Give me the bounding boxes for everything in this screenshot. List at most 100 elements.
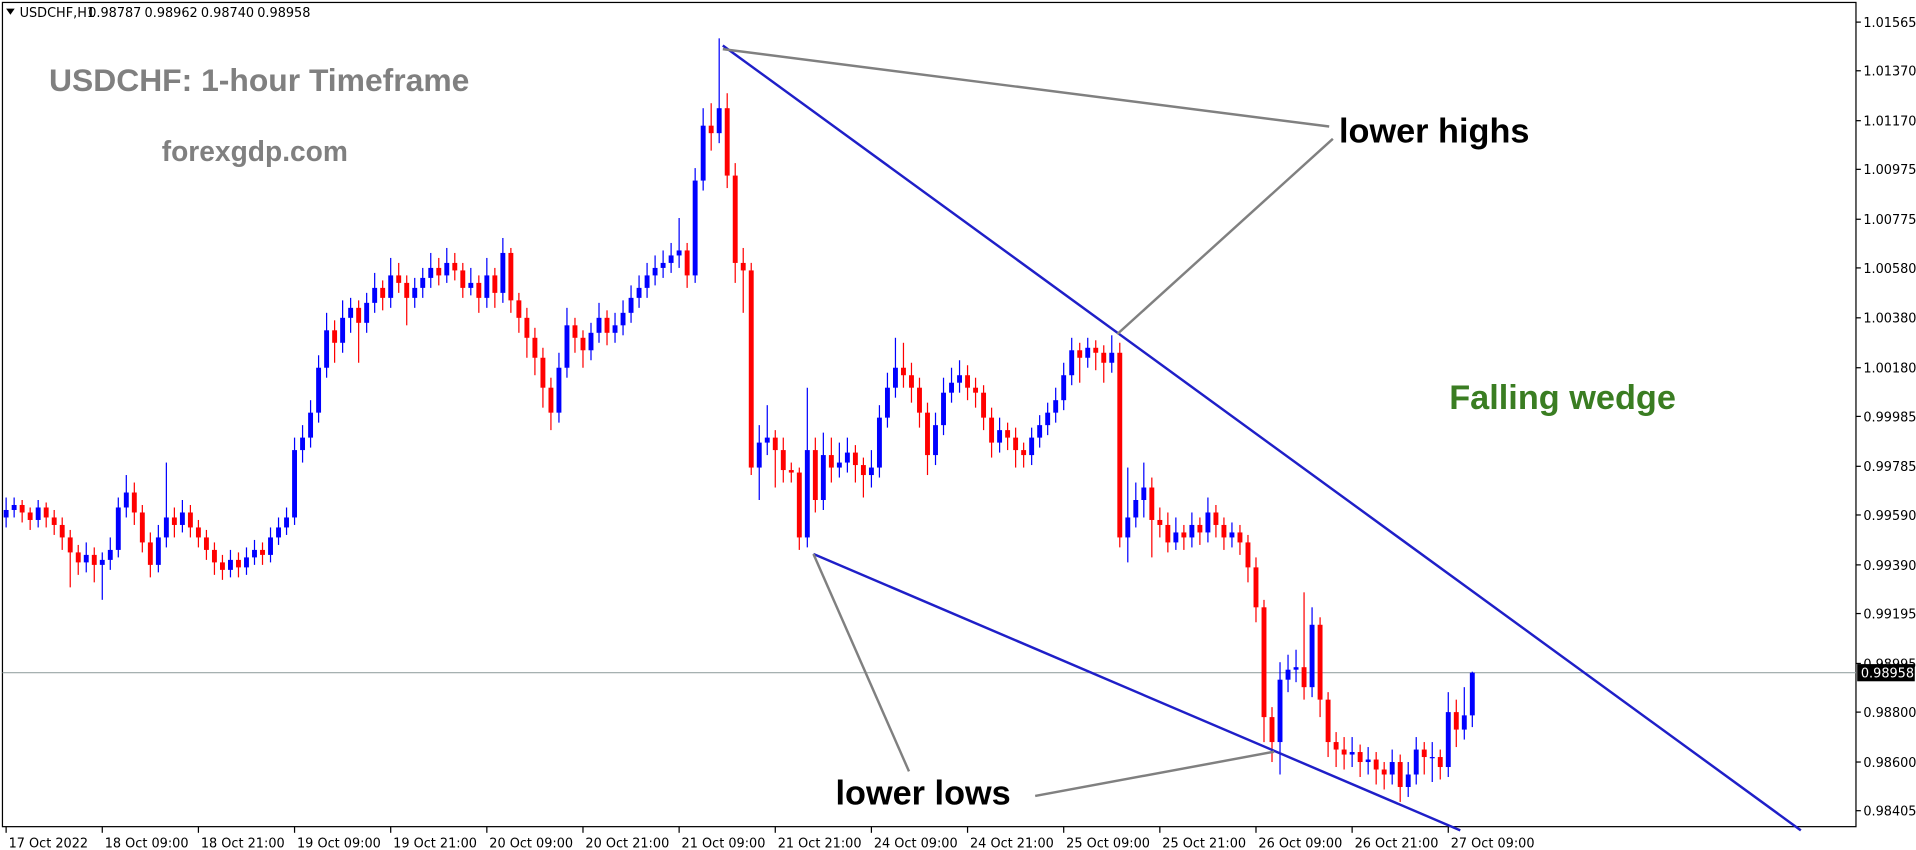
y-tick-label: 1.00180 [1863,362,1916,377]
x-tick-label: 24 Oct 21:00 [970,837,1054,850]
candle-body [868,467,874,476]
candle-body [917,387,922,413]
x-tick-label: 25 Oct 21:00 [1162,837,1246,850]
candle-body [508,252,514,301]
x-tick-label: 25 Oct 09:00 [1066,837,1150,850]
annotation: lower lows [835,775,1010,813]
candle-body [460,270,466,288]
x-tick-label: 17 Oct 2022 [9,837,89,850]
candle-body [252,549,257,558]
candle-body [195,527,201,538]
candle-body [756,442,762,468]
candle-body [1037,425,1043,438]
y-tick-label: 1.01370 [1863,65,1916,80]
candle-body [1269,717,1275,743]
y-tick-label: 0.99195 [1863,607,1916,622]
candle-body [740,262,746,271]
candle-body [1221,524,1227,538]
candle-body [804,450,810,538]
candle-body [91,554,97,565]
y-tick-label: 1.01565 [1863,16,1916,31]
candle-body [1061,375,1067,401]
y-tick-label: 0.98405 [1863,805,1916,820]
candle-body [1133,500,1139,518]
candle-body [75,552,81,563]
candle-body [892,367,898,388]
candle-body [812,450,818,501]
candle-body [852,452,858,466]
candle-body [1229,532,1235,538]
candle-body [941,392,946,426]
candle-body [973,387,979,393]
candle-body [268,537,273,555]
candle-body [540,357,546,388]
candle-body [236,559,241,568]
candle-body [316,367,322,413]
candle-body [107,549,113,560]
x-tick-label: 26 Oct 09:00 [1258,837,1342,850]
candle-body [1125,517,1131,538]
candle-body [1469,672,1475,716]
candle-body [244,557,249,568]
x-tick-label: 19 Oct 09:00 [297,837,381,850]
candle-body [596,317,602,333]
candle-body [836,462,842,468]
candle-body [1157,519,1163,525]
x-tick-label: 20 Oct 21:00 [585,837,669,850]
candle-body [1013,437,1019,451]
chart-title: USDCHF: 1-hour Timeframe [49,62,469,98]
x-tick-label: 18 Oct 09:00 [105,837,189,850]
candle-body [1341,749,1347,755]
candle-body [772,437,778,451]
trend-lines [722,44,1802,832]
candle-body [380,287,386,298]
y-tick-label: 0.99985 [1863,410,1916,425]
candle-body [1253,567,1259,608]
candle-body [564,325,570,368]
candle-body [1429,757,1435,759]
candle-body [1029,437,1035,456]
candle-body [468,282,474,288]
y-tick-label: 1.00380 [1863,312,1916,327]
candle-body [3,509,9,518]
x-tick-label: 18 Oct 21:00 [201,837,285,850]
candle-body [300,437,306,451]
candle-body [404,282,410,298]
candle-body [260,549,265,555]
candle-body [684,250,690,276]
candle-body [1109,352,1115,363]
candle-body [612,325,618,333]
candle-body [1365,759,1371,763]
y-tick-label: 0.99785 [1863,460,1916,475]
candle-body [1293,667,1299,670]
candle-body [604,317,610,333]
candle-body [628,297,634,313]
candle-body [588,332,594,351]
y-tick-label: 0.99390 [1863,559,1916,574]
candle-body [884,387,890,418]
y-tick-label: 0.99590 [1863,509,1916,524]
candle-body [652,267,658,276]
candle-body [1373,759,1379,770]
candle-body [1197,524,1203,533]
candle-body [500,252,506,293]
candle-body [171,517,177,525]
candle-body [11,504,17,510]
candle-body [1005,430,1011,438]
candle-body [1117,352,1123,538]
candle-body [452,262,458,271]
candle-body [1317,624,1323,700]
candle-body [732,175,738,263]
candle-body [1077,350,1083,358]
candle-body [876,417,882,468]
candle-body [925,412,930,456]
x-tick-label: 19 Oct 21:00 [393,837,477,850]
candle-body [748,270,754,468]
candle-body [1397,762,1403,787]
candle-body [1069,350,1075,376]
candle-body [764,437,770,443]
candle-body [43,507,49,518]
lower-trendline [812,552,1461,832]
header-value: 0.98787 [88,6,141,21]
candle-body [636,287,642,298]
